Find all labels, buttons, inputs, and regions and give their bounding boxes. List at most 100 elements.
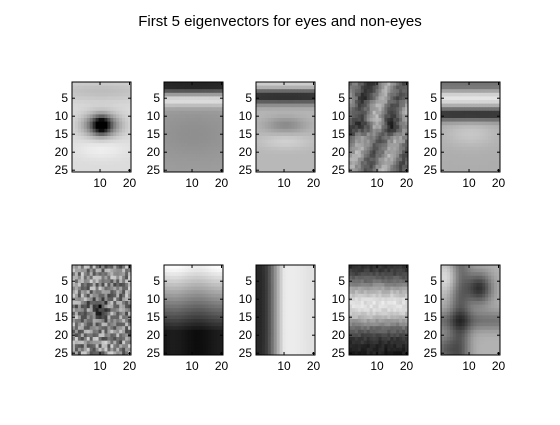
pixel-cell [396, 136, 399, 140]
pixel-cell [352, 136, 355, 140]
pixel-cell [381, 315, 384, 319]
pixel-cell [379, 154, 382, 158]
pixel-cell [125, 104, 128, 108]
pixel-cell [277, 114, 280, 118]
pixel-cell [167, 165, 170, 169]
pixel-cell [286, 287, 289, 291]
pixel-cell [173, 114, 176, 118]
pixel-cell [191, 158, 194, 162]
pixel-cell [465, 89, 468, 93]
pixel-cell [485, 283, 488, 287]
pixel-cell [182, 305, 185, 309]
pixel-cell [188, 294, 191, 298]
pixel-cell [361, 308, 364, 312]
pixel-cell [211, 107, 214, 111]
pixel-cell [104, 294, 107, 298]
pixel-cell [75, 96, 78, 100]
pixel-cell [465, 308, 468, 312]
pixel-cell [93, 341, 96, 345]
pixel-cell [265, 305, 268, 309]
pixel-cell [84, 301, 87, 305]
pixel-cell [167, 265, 170, 269]
pixel-cell [482, 114, 485, 118]
pixel-cell [116, 154, 119, 158]
y-tick-label: 20 [55, 145, 69, 159]
pixel-cell [268, 330, 271, 334]
pixel-cell [476, 107, 479, 111]
pixel-cell [303, 290, 306, 294]
pixel-cell [381, 326, 384, 330]
pixel-cell [309, 96, 312, 100]
pixel-cell [390, 125, 393, 129]
pixel-cell [373, 287, 376, 291]
pixel-cell [110, 297, 113, 301]
pixel-cell [196, 308, 199, 312]
pixel-cell [99, 276, 102, 280]
pixel-cell [280, 143, 283, 147]
pixel-cell [482, 96, 485, 100]
pixel-cell [265, 337, 268, 341]
pixel-cell [259, 312, 262, 316]
pixel-cell [93, 129, 96, 133]
pixel-cell [208, 326, 211, 330]
pixel-cell [393, 143, 396, 147]
pixel-cell [479, 276, 482, 280]
pixel-cell [355, 344, 358, 348]
pixel-cell [447, 136, 450, 140]
pixel-cell [194, 140, 197, 144]
pixel-cell [265, 140, 268, 144]
pixel-cell [176, 308, 179, 312]
pixel-cell [306, 96, 309, 100]
pixel-cell [364, 86, 367, 90]
pixel-cell [303, 269, 306, 273]
pixel-cell [164, 272, 167, 276]
pixel-cell [75, 294, 78, 298]
pixel-cell [441, 265, 444, 269]
pixel-cell [119, 140, 122, 144]
pixel-cell [349, 305, 352, 309]
pixel-cell [471, 118, 474, 122]
pixel-cell [352, 294, 355, 298]
pixel-cell [373, 96, 376, 100]
pixel-cell [358, 272, 361, 276]
pixel-cell [450, 132, 453, 136]
pixel-cell [473, 279, 476, 283]
pixel-cell [110, 294, 113, 298]
pixel-cell [93, 111, 96, 115]
pixel-cell [358, 150, 361, 154]
pixel-cell [288, 100, 291, 104]
pixel-cell [393, 140, 396, 144]
pixel-cell [164, 154, 167, 158]
pixel-cell [462, 129, 465, 133]
pixel-cell [271, 132, 274, 136]
pixel-cell [450, 150, 453, 154]
pixel-cell [75, 140, 78, 144]
pixel-cell [194, 348, 197, 352]
pixel-cell [164, 100, 167, 104]
pixel-cell [303, 337, 306, 341]
pixel-cell [102, 283, 105, 287]
pixel-cell [476, 287, 479, 291]
pixel-cell [393, 337, 396, 341]
pixel-cell [75, 344, 78, 348]
pixel-cell [217, 96, 220, 100]
pixel-cell [381, 344, 384, 348]
pixel-cell [81, 308, 84, 312]
pixel-cell [494, 93, 497, 97]
pixel-cell [116, 93, 119, 97]
pixel-cell [482, 165, 485, 169]
pixel-cell [364, 89, 367, 93]
pixel-cell [384, 326, 387, 330]
pixel-cell [113, 107, 116, 111]
pixel-cell [352, 140, 355, 144]
pixel-cell [462, 140, 465, 144]
pixel-cell [459, 114, 462, 118]
pixel-cell [444, 104, 447, 108]
pixel-cell [90, 161, 93, 165]
pixel-cell [93, 305, 96, 309]
pixel-cell [81, 279, 84, 283]
pixel-cell [173, 312, 176, 316]
pixel-cell [87, 129, 90, 133]
pixel-cell [286, 283, 289, 287]
pixel-cell [113, 86, 116, 90]
